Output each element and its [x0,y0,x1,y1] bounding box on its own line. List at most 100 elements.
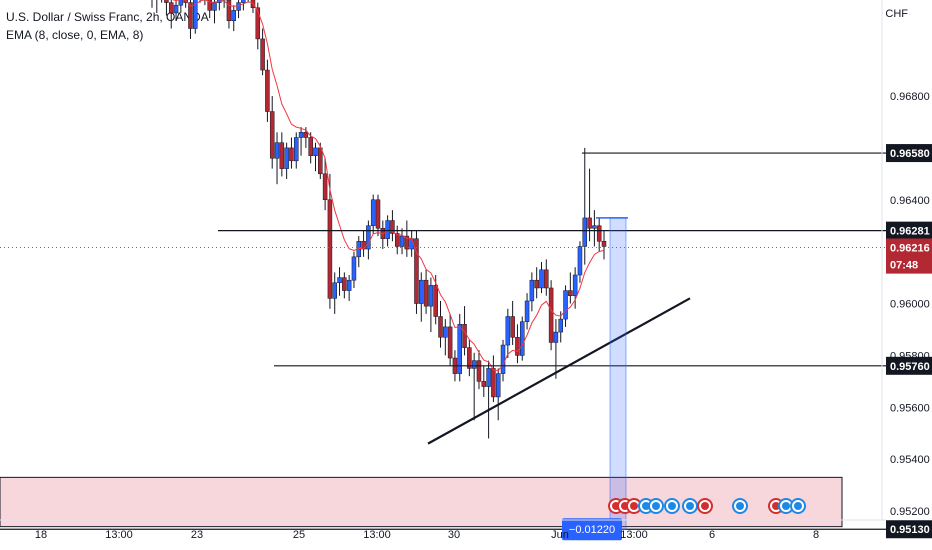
event-flag-center [794,502,802,510]
candle-body [433,285,438,317]
event-flag-center [736,502,744,510]
event-flag-icon[interactable] [778,498,794,514]
candle-body [226,0,232,22]
price-axis-label: 0.96216 [890,243,930,255]
candle-body [308,137,313,156]
candle-body [481,381,487,387]
x-tick-label: 30 [448,529,460,541]
price-axis-label-bg [886,255,932,274]
candle-body [332,282,337,299]
candle-body [428,285,434,307]
candle-body [303,132,309,138]
event-flag-center [668,502,676,510]
candle-body [183,0,188,3]
candle-body [601,241,607,247]
event-flag-icon[interactable] [664,498,680,514]
price-axis-label: 0.95130 [890,524,930,536]
candle-body [500,344,506,374]
demand-zone [0,476,843,528]
candle-body [505,316,511,346]
candle-body [596,225,602,242]
candle-body [553,331,559,343]
candle-body [524,300,530,322]
candle-body [342,277,347,291]
candle-body [178,0,184,6]
candle-body [476,360,482,382]
event-flag-icon[interactable] [732,498,748,514]
price-axis-label: 0.96580 [890,148,930,160]
candle-body [404,235,410,250]
x-tick-label: 18 [35,529,47,541]
x-tick-label: Jun [551,529,569,541]
chart-legend: U.S. Dollar / Swiss Franc, 2h, OANDA EMA… [6,8,209,44]
candle-body [212,2,217,11]
x-tick-label: 25 [293,529,305,541]
event-flag-icon[interactable] [697,498,713,514]
candle-body [457,324,462,374]
price-axis-label: 0.95760 [890,361,930,373]
candle-body [168,2,174,14]
ema-indicator-label: EMA (8, close, 0, EMA, 8) [6,28,144,42]
candle-body [284,147,289,169]
candle-body [534,279,539,289]
candle-body [548,287,554,343]
candle-body [274,142,280,159]
candle-body [568,290,573,297]
event-flag-center [701,502,709,510]
candle-body [255,7,261,40]
candle-body [471,360,477,369]
currency-label: CHF [885,8,908,20]
y-tick-label: 0.96000 [890,299,930,311]
x-tick-label: 23 [191,529,203,541]
candle-body [539,269,544,289]
candle-body [515,337,520,356]
candle-body [236,2,241,11]
event-flag-center [652,502,660,510]
candle-body [486,368,491,387]
price-axis-label: 07:48 [890,260,918,272]
candle-body [592,225,597,229]
candle-body [327,199,333,299]
candle-body [414,238,419,304]
candle-body [572,274,578,297]
candle-body [318,147,323,175]
price-axis-label-bg [886,520,932,539]
candle-body [577,246,583,276]
candle-body [443,326,448,338]
candle-body [544,269,549,289]
candle-body [193,0,198,29]
event-flag-center [772,502,780,510]
price-axis-label-bg [886,221,932,240]
candle-body [587,217,592,229]
candle-body [510,316,515,338]
measure-badge[interactable] [562,518,622,541]
candle-body [520,321,525,356]
candle-body [231,10,236,22]
ema-line [171,0,605,372]
event-flag-icon[interactable] [790,498,806,514]
x-tick-label: 13:00 [105,529,133,541]
candle-body [279,142,285,169]
candle-body [370,199,376,226]
candle-body [265,69,270,112]
candle-body [419,279,424,304]
candle-body [322,173,328,201]
candle-body [447,326,453,359]
event-flag-center [686,502,694,510]
candle-body [366,225,371,250]
candle-body [394,233,400,247]
symbol-title: U.S. Dollar / Swiss Franc, 2h, OANDA [6,10,209,24]
candle-body [260,38,265,71]
measure-value: −0.01220 [569,524,615,536]
candle-body [462,324,467,348]
candle-body [438,316,443,338]
candle-body [289,147,294,162]
event-flag-icon[interactable] [648,498,664,514]
y-tick-label: 0.95200 [890,506,930,518]
event-flag-icon[interactable] [682,498,698,514]
event-flag-center [630,502,638,510]
candle-body [390,220,395,234]
measure-projection [609,217,627,530]
price-axis-label: 0.96281 [890,226,930,238]
